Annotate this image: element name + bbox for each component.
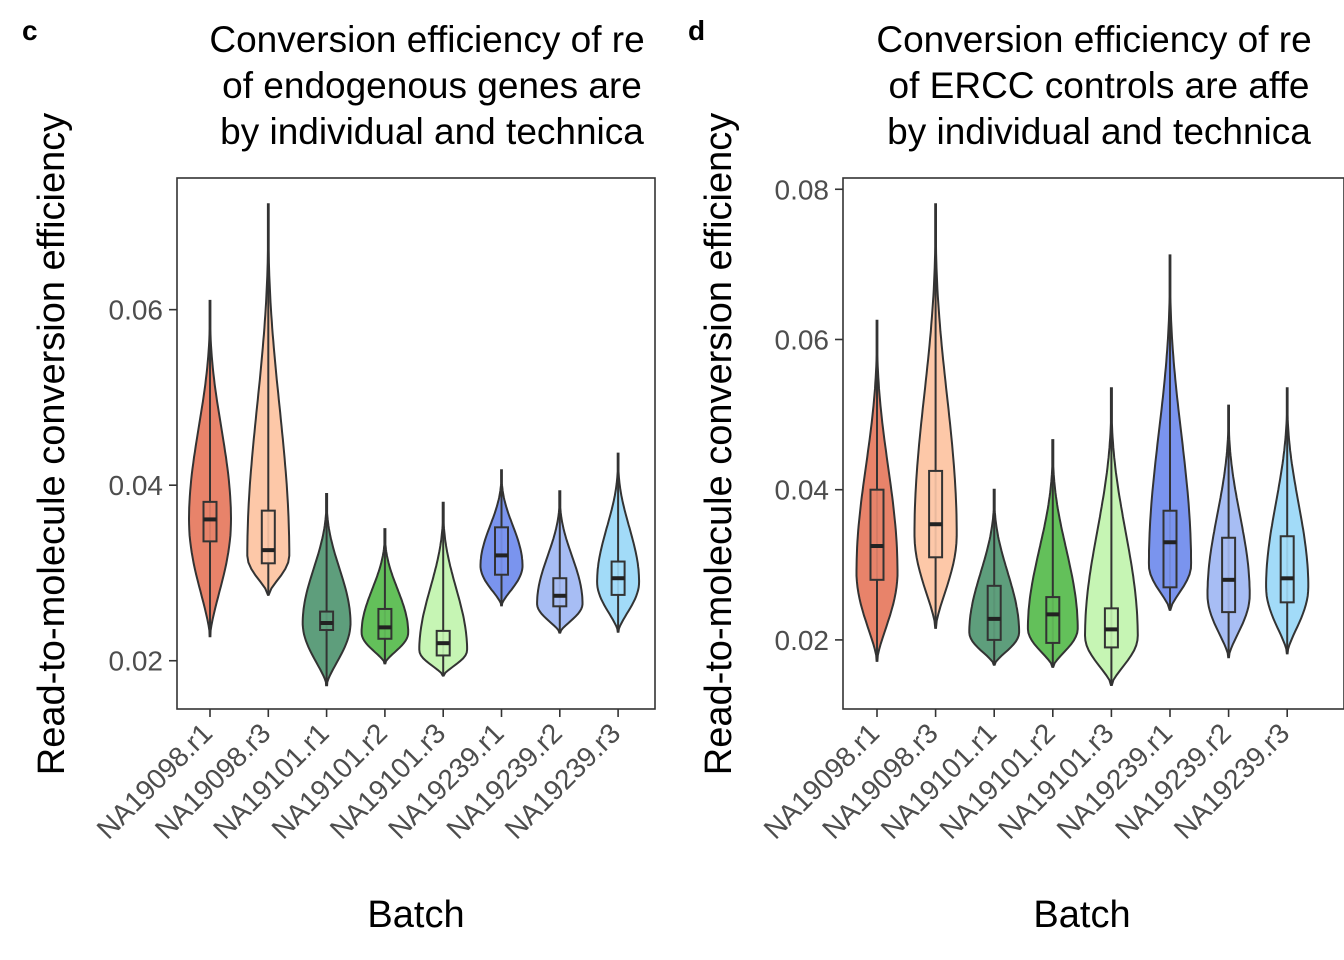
box (260, 509, 276, 565)
x-axis-label: Batch (1033, 894, 1130, 936)
chart-title-line-1: Conversion efficiency of re (876, 19, 1311, 60)
chart-title-line-3: by individual and technica (887, 111, 1311, 152)
chart-title-line-3: by individual and technica (220, 111, 644, 152)
y-tick-label: 0.06 (109, 295, 164, 326)
box (1162, 509, 1178, 589)
y-axis-label: Read-to-molecule conversion efficiency (698, 113, 740, 776)
plot-area-c: 0.020.040.06NA19098.r1NA19098.r3NA19101.… (91, 203, 641, 845)
box (1279, 535, 1295, 604)
x-axis-label: Batch (367, 894, 464, 936)
plot-frame (842, 177, 1344, 710)
y-tick-label: 0.02 (109, 646, 164, 677)
y-tick-label: 0.04 (775, 475, 830, 506)
y-tick-label: 0.04 (109, 470, 164, 501)
box (1221, 536, 1237, 614)
chart-title-line-1: Conversion efficiency of re (209, 19, 644, 60)
plot-frame (176, 177, 656, 710)
panel-letter-c: c (22, 15, 38, 46)
box (986, 584, 1002, 641)
chart-title-line-2: of ERCC controls are affe (889, 65, 1310, 106)
y-tick-label: 0.08 (775, 174, 830, 205)
chart-title-line-2: of endogenous genes are (222, 65, 642, 106)
plot-area-d: 0.020.040.060.08NA19098.r1NA19098.r3NA19… (758, 174, 1310, 845)
y-tick-label: 0.06 (775, 324, 830, 355)
box (552, 577, 568, 608)
box (202, 500, 218, 543)
box (494, 526, 509, 576)
box (928, 469, 944, 559)
y-tick-label: 0.02 (775, 625, 830, 656)
panel-d: d Conversion efficiency of re of ERCC co… (688, 15, 1344, 936)
box (869, 488, 885, 581)
panel-letter-d: d (688, 15, 705, 46)
y-axis-label: Read-to-molecule conversion efficiency (31, 113, 73, 776)
box (377, 607, 393, 640)
panel-c: c Conversion efficiency of re of endogen… (22, 15, 656, 936)
box (319, 610, 335, 632)
box (1045, 596, 1061, 644)
